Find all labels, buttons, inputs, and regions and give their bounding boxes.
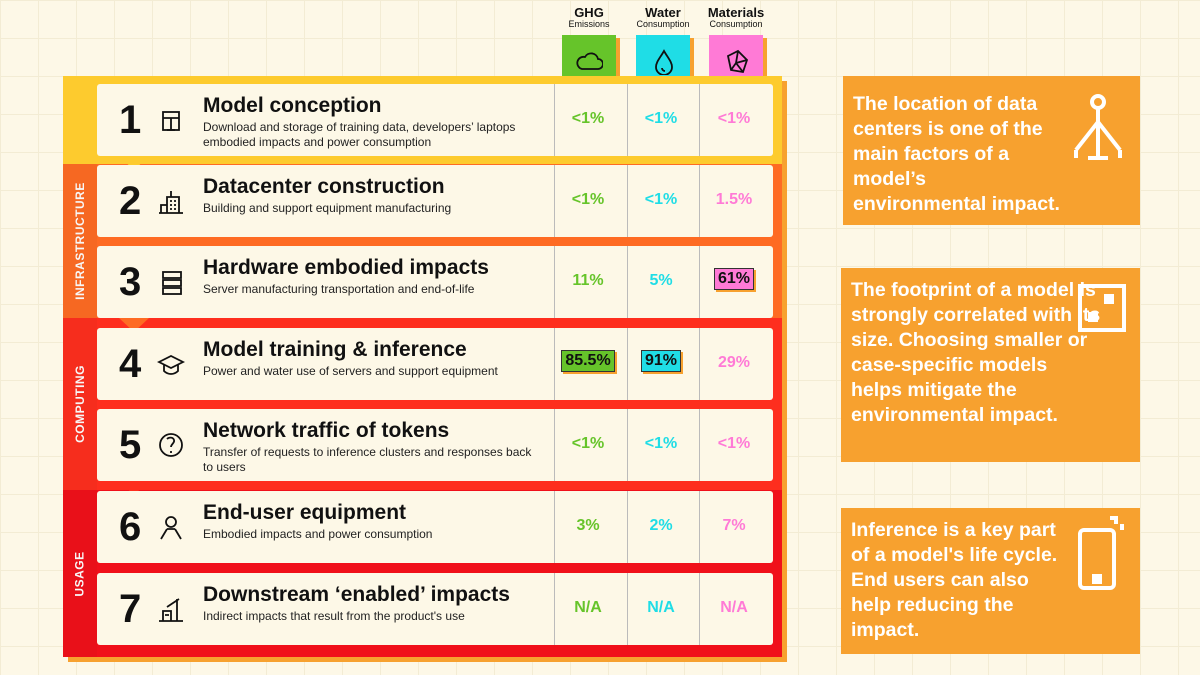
- server-rack-icon: [162, 271, 182, 295]
- value-cell: <1%: [644, 110, 678, 127]
- value-highlight: 85.5%: [561, 350, 615, 372]
- value-cell: <1%: [644, 435, 678, 452]
- rock-icon: [726, 49, 749, 74]
- globe-icon: [159, 433, 183, 457]
- group-label: USAGE: [63, 490, 97, 657]
- note-card-2: The footprint of a model is strongly cor…: [841, 268, 1140, 462]
- building-icon: [159, 191, 183, 214]
- row-title: Network traffic of tokens: [203, 419, 450, 442]
- lifecycle-row-3: 3 Hardware embodied impacts Server manuf…: [97, 246, 773, 318]
- value-cell: N/A: [574, 599, 602, 616]
- cloud-icon: [576, 52, 603, 70]
- value-cell: <1%: [717, 435, 751, 452]
- value-cell: 7%: [722, 517, 746, 534]
- note-text: The location of data centers is one of t…: [853, 93, 1060, 215]
- lifecycle-row-2: 2 Datacenter construction Building and s…: [97, 165, 773, 237]
- value-cell: <1%: [644, 191, 678, 208]
- oil-pump-icon: [159, 598, 183, 622]
- value-cell: 3%: [576, 517, 600, 534]
- value-highlight: 91%: [640, 350, 682, 372]
- value-cell: 11%: [572, 272, 604, 289]
- column-header-2: Materials Consumption: [707, 5, 765, 29]
- value-cell: N/A: [647, 599, 675, 616]
- lifecycle-panel: INFRASTRUCTURE COMPUTING USAGE 1 Model con…: [63, 76, 782, 657]
- row-title: Model conception: [203, 94, 382, 117]
- value-cell: <1%: [571, 435, 605, 452]
- user-icon: [160, 516, 182, 540]
- row-title: Datacenter construction: [203, 175, 445, 198]
- row-title: Model training & inference: [203, 338, 467, 361]
- value-cell: 2%: [649, 517, 673, 534]
- lifecycle-row-1: 1 Model conception Download and storage …: [97, 84, 773, 156]
- column-header-1: Water Consumption: [636, 5, 690, 29]
- row-description: Building and support equipment manufactu…: [203, 201, 452, 215]
- server-box-icon: [162, 111, 180, 131]
- lifecycle-row-6: 6 End-user equipment Embodied impacts an…: [97, 491, 773, 563]
- value-cell: 1.5%: [715, 191, 753, 208]
- lifecycle-row-7: 7 Downstream ‘enabled’ impacts Indirect …: [97, 573, 773, 645]
- lifecycle-row-4: 4 Model training & inference Power and w…: [97, 328, 773, 400]
- graduation-cap-icon: [156, 354, 186, 375]
- value-cell: <1%: [571, 191, 605, 208]
- row-description: Transfer of requests to inference cluste…: [203, 445, 532, 474]
- column-header-0: GHG Emissions: [568, 5, 610, 29]
- value-cell: 29%: [717, 354, 751, 371]
- row-description: Server manufacturing transportation and …: [203, 282, 475, 296]
- row-title: Hardware embodied impacts: [203, 256, 489, 279]
- value-cell: <1%: [571, 110, 605, 127]
- dice-icon: [1078, 284, 1126, 332]
- lifecycle-row-5: 5 Network traffic of tokens Transfer of …: [97, 409, 773, 481]
- note-card-3: Inference is a key part of a model's lif…: [841, 508, 1140, 654]
- value-cell: N/A: [720, 599, 748, 616]
- value-cell: <1%: [717, 110, 751, 127]
- smartphone-icon: [1078, 516, 1124, 590]
- group-label: COMPUTING: [63, 318, 97, 490]
- value-cell: 5%: [649, 272, 673, 289]
- row-title: Downstream ‘enabled’ impacts: [203, 583, 510, 606]
- note-card-1: The location of data centers is one of t…: [843, 76, 1140, 225]
- location-network-icon: [1074, 94, 1122, 160]
- row-description: Download and storage of training data, d…: [203, 120, 516, 149]
- row-description: Embodied impacts and power consumption: [203, 527, 433, 541]
- note-text: Inference is a key part of a model's lif…: [851, 519, 1058, 641]
- value-highlight: 61%: [713, 268, 755, 290]
- group-label: INFRASTRUCTURE: [63, 164, 97, 318]
- row-description: Power and water use of servers and suppo…: [203, 364, 498, 378]
- row-title: End-user equipment: [203, 501, 407, 524]
- water-drop-icon: [655, 49, 673, 75]
- row-description: Indirect impacts that result from the pr…: [203, 609, 465, 623]
- note-text: The footprint of a model is strongly cor…: [851, 279, 1101, 426]
